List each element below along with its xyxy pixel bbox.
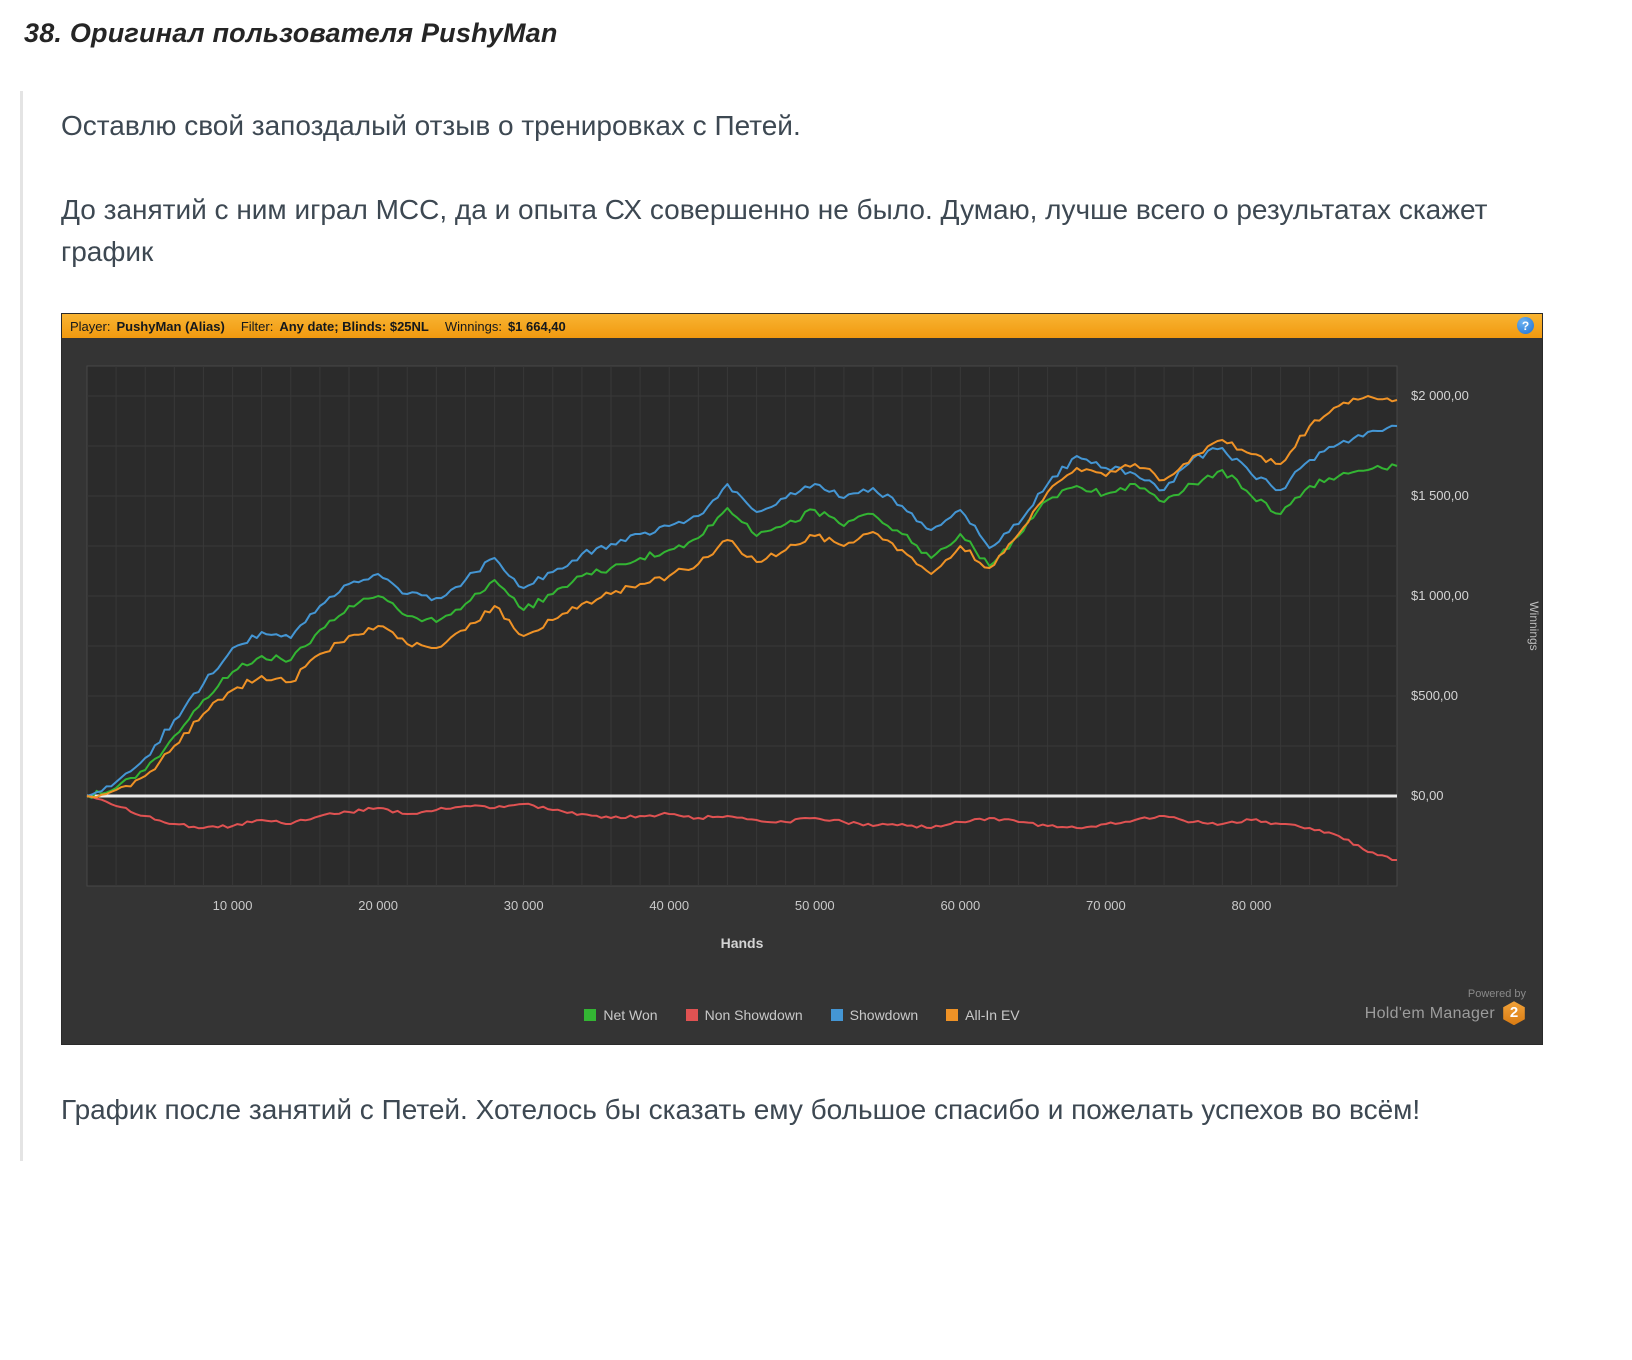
winnings-line-chart: 10 000 20 000 30 000 40 000 50 000 60 000 70 0…: [86, 365, 1541, 951]
series-line-showdown: [86, 424, 1398, 797]
svg-text:$1 000,00: $1 000,00: [1411, 588, 1469, 603]
quote-block: Оставлю свой запоздалый отзыв о трениров…: [20, 91, 1602, 1161]
chart-header-bar: Player: PushyMan (Alias) Filter: Any dat…: [62, 314, 1542, 338]
chart-footer: Net Won Non Showdown Showdown All-In EV Pow…: [62, 986, 1542, 1044]
info-icon[interactable]: ?: [1517, 317, 1534, 334]
legend-label: All-In EV: [965, 1007, 1020, 1023]
player-label: Player:: [70, 318, 111, 334]
player-value: PushyMan (Alias): [116, 318, 225, 334]
legend-item-showdown: Showdown: [830, 1007, 919, 1023]
powered-by-block: Powered by Hold'em Manager 2: [1364, 988, 1526, 1026]
svg-text:30 000: 30 000: [504, 898, 544, 913]
svg-text:80 000: 80 000: [1232, 898, 1272, 913]
quote-paragraph-2: До занятий с ним играл МСС, да и опыта С…: [61, 194, 1488, 267]
svg-text:$0,00: $0,00: [1411, 788, 1444, 803]
svg-text:60 000: 60 000: [940, 898, 980, 913]
holdem-manager-logo-icon: 2: [1503, 1001, 1525, 1026]
legend-item-non-showdown: Non Showdown: [685, 1007, 803, 1023]
powered-by-text: Powered by: [1467, 988, 1526, 1000]
closing-paragraph: График после занятий с Петей. Хотелось б…: [61, 1094, 1421, 1125]
svg-text:50 000: 50 000: [795, 898, 835, 913]
quote-paragraph-1: Оставлю свой запоздалый отзыв о трениров…: [61, 110, 801, 141]
svg-text:20 000: 20 000: [358, 898, 398, 913]
svg-text:$1 500,00: $1 500,00: [1411, 488, 1469, 503]
filter-value: Any date; Blinds: $25NL: [279, 318, 429, 334]
svg-text:10 000: 10 000: [213, 898, 253, 913]
winnings-value: $1 664,40: [507, 318, 566, 334]
y-axis-title: Winnings: [1527, 601, 1541, 650]
legend-swatch-icon: [946, 1009, 959, 1021]
legend-swatch-icon: [830, 1009, 843, 1021]
filter-label: Filter:: [240, 318, 274, 334]
legend-item-net-won: Net Won: [584, 1007, 658, 1023]
series-line-all-in-ev: [86, 395, 1398, 799]
series-line-non-showdown: [86, 795, 1397, 861]
legend-label: Showdown: [849, 1007, 919, 1023]
holdem-manager-chart: Player: PushyMan (Alias) Filter: Any dat…: [61, 313, 1543, 1045]
svg-text:$500,00: $500,00: [1411, 688, 1458, 703]
svg-text:$2 000,00: $2 000,00: [1411, 388, 1469, 403]
svg-text:70 000: 70 000: [1086, 898, 1126, 913]
post-title: 38. Оригинал пользователя PushyMan: [24, 18, 558, 48]
svg-text:40 000: 40 000: [649, 898, 689, 913]
series-line-net-won: [86, 463, 1398, 799]
brand-name: Hold'em Manager: [1364, 1004, 1495, 1022]
legend-item-all-in-ev: All-In EV: [946, 1007, 1020, 1023]
legend-label: Net Won: [603, 1007, 658, 1023]
chart-legend: Net Won Non Showdown Showdown All-In EV: [584, 1007, 1020, 1023]
x-axis-title: Hands: [721, 935, 764, 951]
legend-label: Non Showdown: [704, 1007, 803, 1023]
winnings-label: Winnings:: [444, 318, 502, 334]
legend-swatch-icon: [584, 1009, 597, 1021]
plot-area: [86, 365, 1398, 887]
legend-swatch-icon: [685, 1009, 698, 1021]
